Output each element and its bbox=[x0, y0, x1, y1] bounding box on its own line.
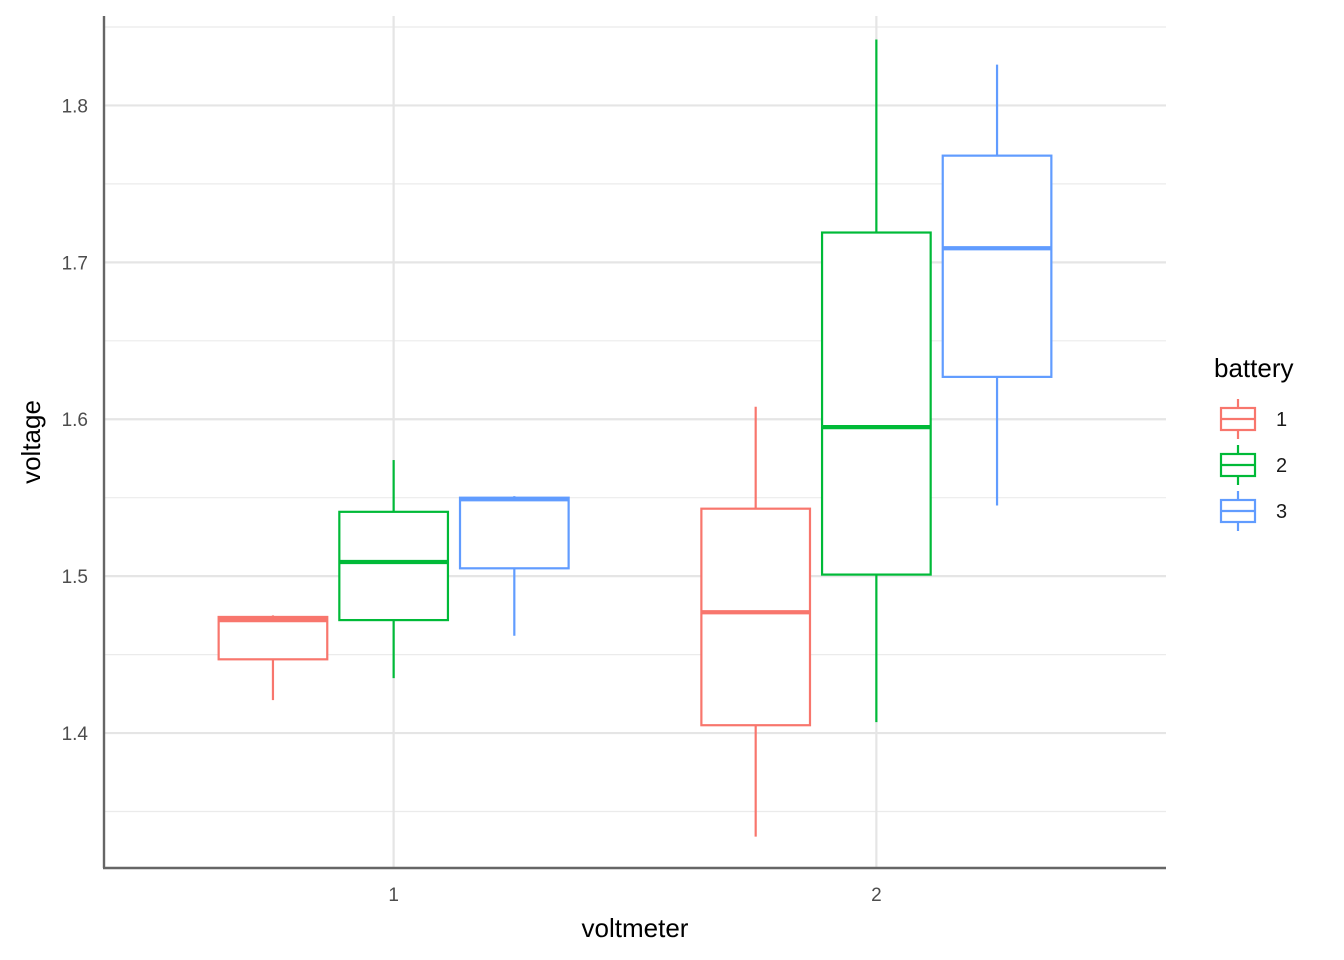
x-tick-label: 2 bbox=[871, 885, 882, 906]
legend: 1 2 3 bbox=[1219, 399, 1287, 531]
box-iqr bbox=[820, 231, 932, 576]
axes bbox=[102, 16, 1166, 870]
box-series-1-voltmeter-2 bbox=[700, 406, 812, 837]
plot-area bbox=[217, 39, 1053, 837]
box-series-3-voltmeter-2 bbox=[941, 64, 1053, 506]
y-tick-label: 1.5 bbox=[62, 567, 88, 588]
legend-title: battery bbox=[1214, 353, 1294, 383]
y-tick-label: 1.8 bbox=[62, 96, 88, 117]
x-axis-title: voltmeter bbox=[582, 913, 689, 943]
box-iqr bbox=[338, 510, 450, 622]
legend-item-3: 3 bbox=[1219, 491, 1287, 531]
legend-item-1: 1 bbox=[1219, 399, 1287, 439]
legend-label: 1 bbox=[1276, 409, 1287, 431]
y-axis-title: voltage bbox=[16, 400, 46, 484]
y-tick-label: 1.4 bbox=[62, 724, 89, 745]
box-series-1-voltmeter-1 bbox=[217, 615, 329, 701]
x-tick-label: 1 bbox=[388, 885, 399, 906]
y-tick-label: 1.7 bbox=[62, 253, 88, 274]
legend-label: 2 bbox=[1276, 455, 1287, 477]
legend-item-2: 2 bbox=[1219, 445, 1287, 485]
box-iqr bbox=[458, 496, 570, 570]
box-series-2-voltmeter-2 bbox=[820, 39, 932, 723]
box-series-3-voltmeter-1 bbox=[458, 496, 570, 636]
grid-lines bbox=[104, 16, 1166, 868]
box-series-2-voltmeter-1 bbox=[338, 460, 450, 679]
box-iqr bbox=[941, 154, 1053, 378]
tick-labels: 1.4 1.5 1.6 1.7 1.8 1 2 bbox=[62, 96, 882, 906]
box-iqr bbox=[217, 615, 329, 661]
y-tick-label: 1.6 bbox=[62, 410, 88, 431]
box-iqr bbox=[700, 507, 812, 727]
legend-label: 3 bbox=[1276, 501, 1287, 523]
